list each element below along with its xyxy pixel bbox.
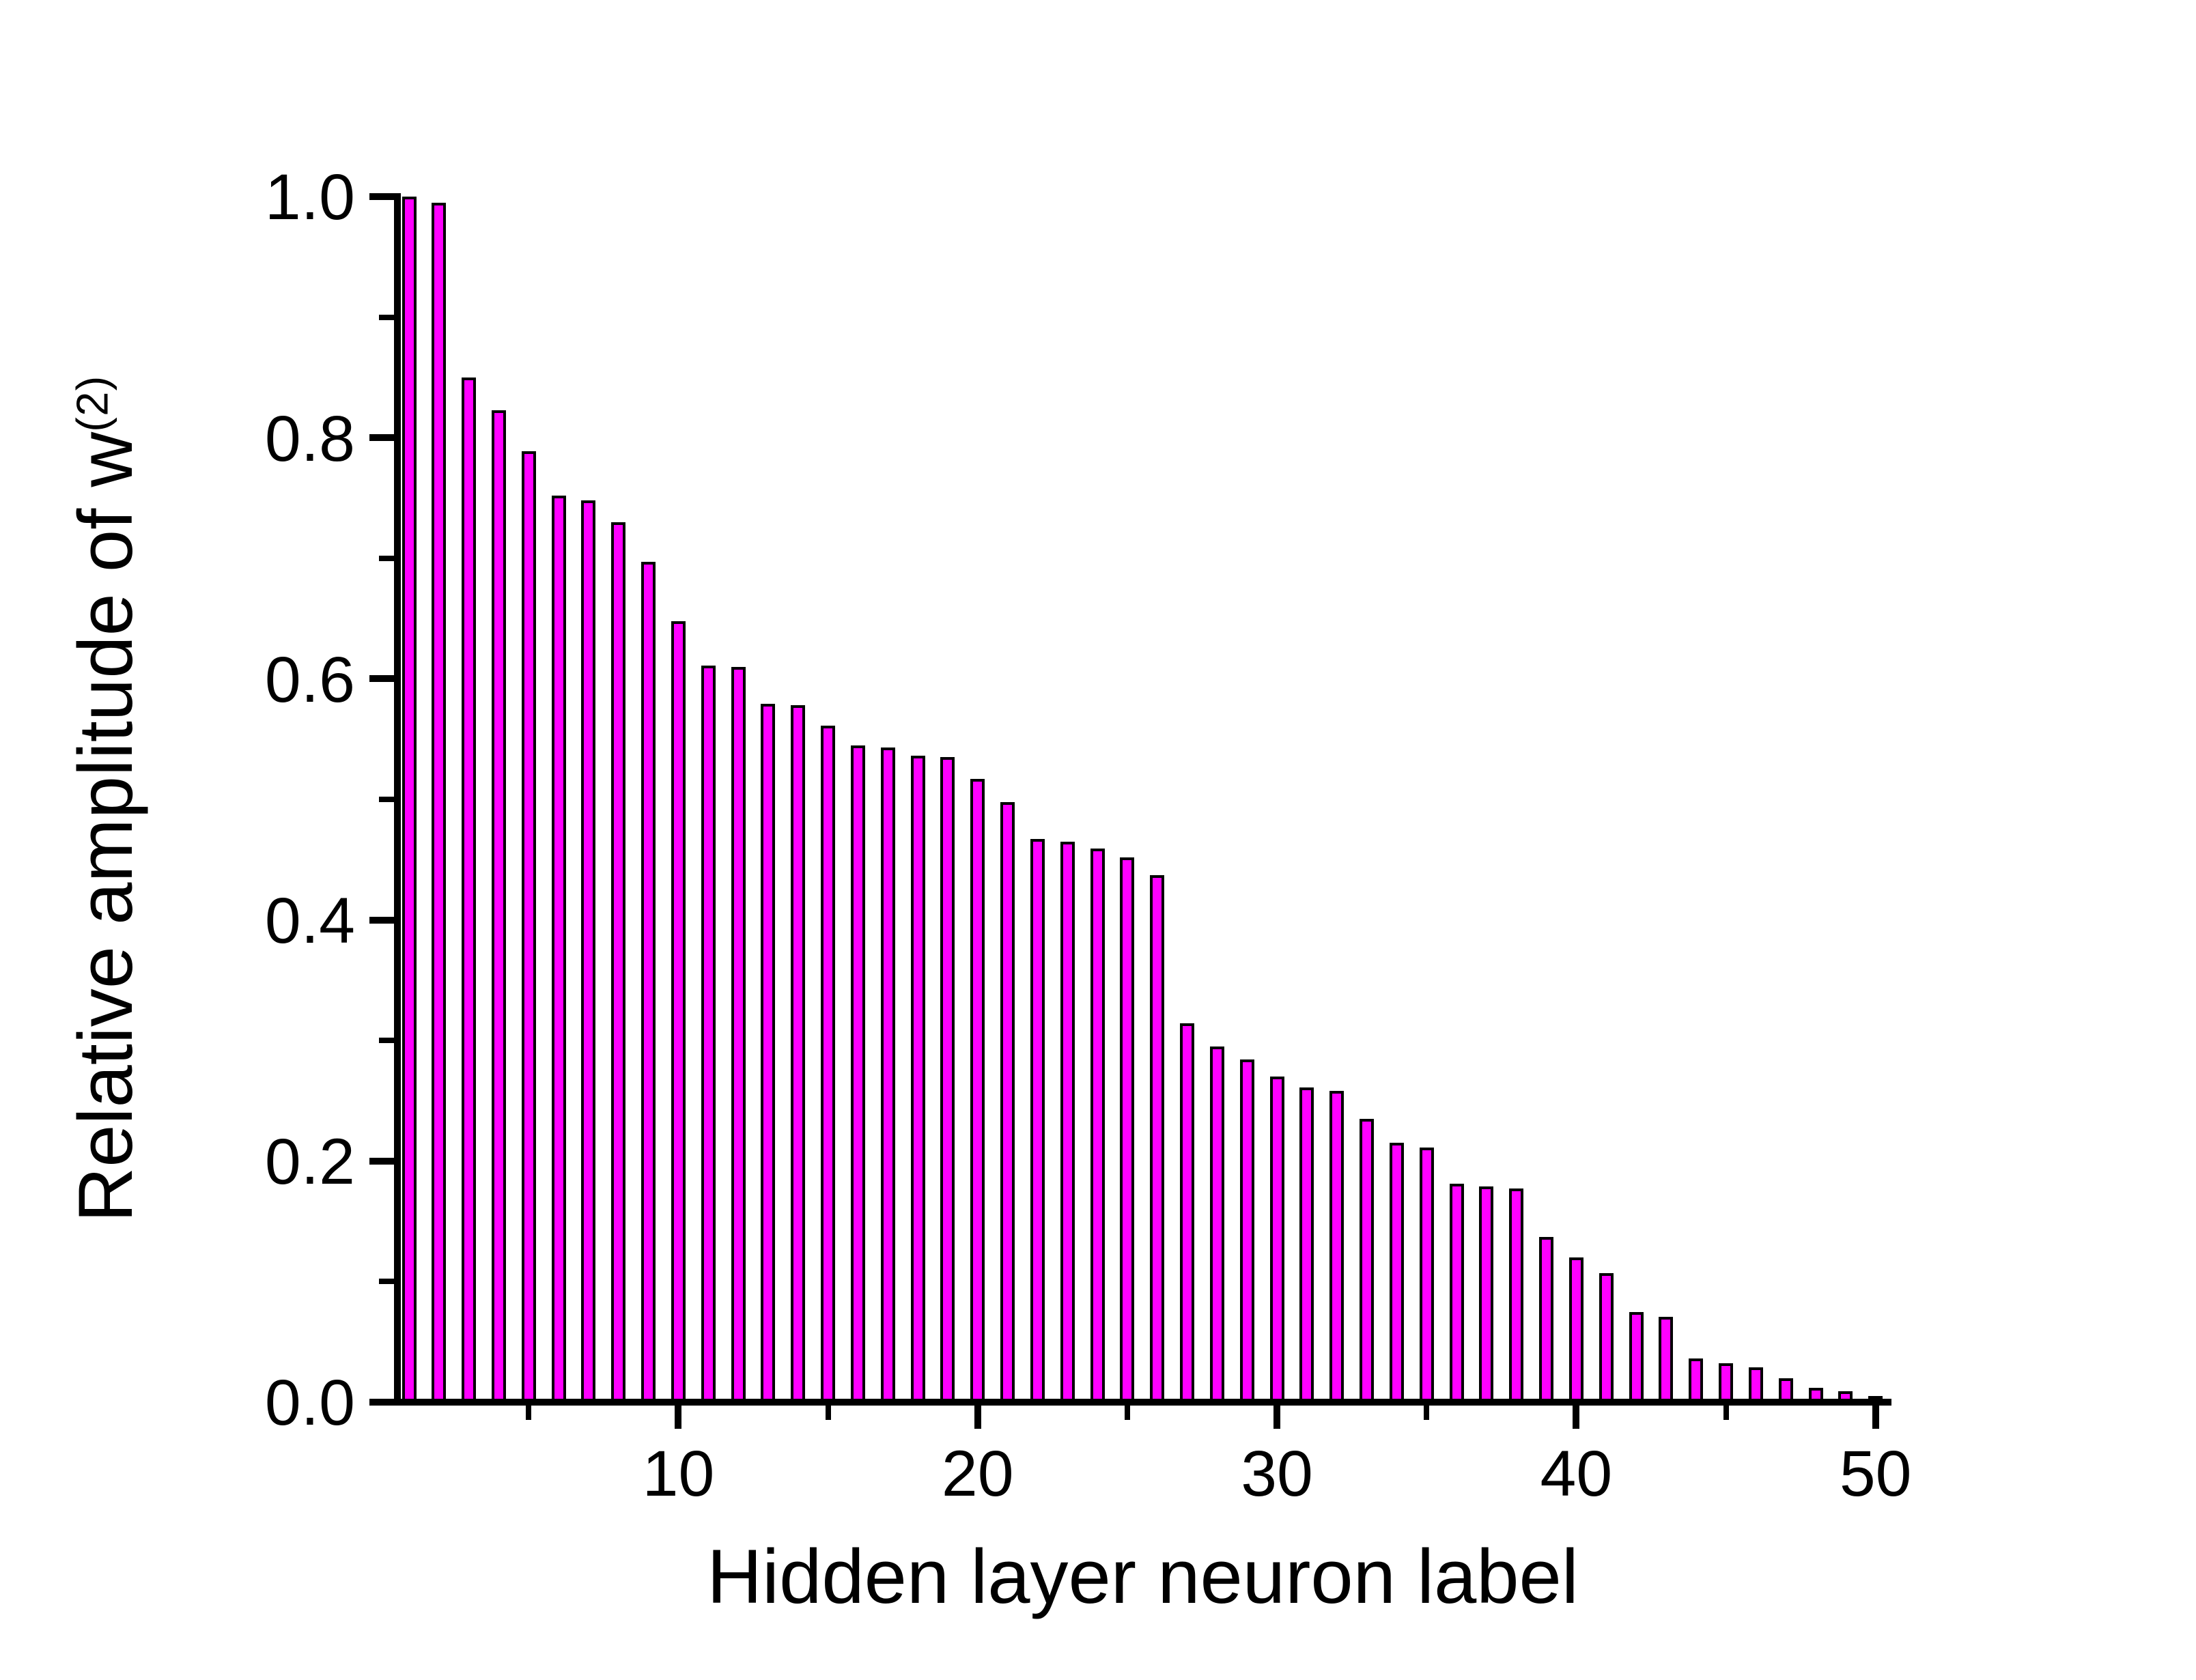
x-axis-line bbox=[394, 1399, 1891, 1406]
bar-neuron-25 bbox=[1120, 857, 1135, 1406]
bar-neuron-21 bbox=[1000, 801, 1015, 1406]
bar-neuron-9 bbox=[641, 562, 656, 1406]
x-minor-tick-15 bbox=[825, 1406, 831, 1420]
y-tick-label-0.2: 0.2 bbox=[264, 1126, 355, 1199]
bar-neuron-37 bbox=[1479, 1186, 1494, 1406]
y-tick-label-0.6: 0.6 bbox=[264, 643, 355, 716]
bar-neuron-3 bbox=[462, 377, 477, 1406]
bar-neuron-42 bbox=[1629, 1311, 1644, 1406]
bar-neuron-26 bbox=[1150, 875, 1165, 1406]
bar-neuron-10 bbox=[671, 621, 686, 1406]
bar-neuron-16 bbox=[850, 745, 865, 1406]
bar-neuron-35 bbox=[1419, 1148, 1434, 1406]
x-major-tick-30 bbox=[1273, 1406, 1281, 1429]
y-major-tick-1.0 bbox=[369, 193, 394, 200]
y-minor-tick-0.3 bbox=[379, 1038, 394, 1044]
bar-neuron-5 bbox=[521, 451, 536, 1406]
y-major-tick-0.0 bbox=[369, 1399, 394, 1406]
bar-neuron-41 bbox=[1599, 1273, 1614, 1406]
bar-neuron-12 bbox=[731, 666, 746, 1406]
bar-neuron-7 bbox=[581, 500, 596, 1406]
y-major-tick-0.8 bbox=[369, 434, 394, 442]
y-tick-label-0.0: 0.0 bbox=[264, 1367, 355, 1440]
bar-neuron-11 bbox=[701, 665, 716, 1406]
y-major-tick-0.2 bbox=[369, 1157, 394, 1165]
bar-neuron-31 bbox=[1299, 1087, 1314, 1406]
bar-neuron-39 bbox=[1539, 1237, 1554, 1406]
y-axis-title-superscript: (2) bbox=[67, 375, 117, 432]
x-major-tick-50 bbox=[1872, 1406, 1879, 1429]
x-tick-label-10: 10 bbox=[642, 1438, 715, 1510]
bar-neuron-4 bbox=[491, 410, 506, 1406]
bar-neuron-30 bbox=[1269, 1077, 1284, 1406]
bar-neuron-24 bbox=[1090, 849, 1105, 1406]
y-major-tick-0.4 bbox=[369, 916, 394, 924]
y-minor-tick-0.7 bbox=[379, 555, 394, 561]
y-minor-tick-0.9 bbox=[379, 314, 394, 320]
bar-neuron-19 bbox=[940, 757, 955, 1406]
bar-neuron-36 bbox=[1449, 1184, 1464, 1406]
bar-neuron-33 bbox=[1360, 1118, 1375, 1406]
x-minor-tick-25 bbox=[1124, 1406, 1130, 1420]
bar-neuron-22 bbox=[1030, 839, 1045, 1406]
y-minor-tick-0.5 bbox=[379, 797, 394, 802]
bar-neuron-29 bbox=[1239, 1059, 1254, 1406]
bar-neuron-27 bbox=[1180, 1023, 1195, 1406]
bar-neuron-23 bbox=[1060, 841, 1075, 1406]
x-tick-label-30: 30 bbox=[1241, 1438, 1313, 1510]
x-major-tick-40 bbox=[1573, 1406, 1580, 1429]
y-major-tick-0.6 bbox=[369, 675, 394, 683]
y-axis-line bbox=[394, 193, 401, 1406]
y-tick-label-0.4: 0.4 bbox=[264, 885, 355, 957]
bar-neuron-6 bbox=[551, 495, 566, 1406]
y-tick-label-1.0: 1.0 bbox=[264, 161, 355, 234]
bar-neuron-15 bbox=[821, 726, 836, 1406]
bar-neuron-14 bbox=[791, 705, 806, 1406]
y-axis-title: Relative amplitude of w(2) bbox=[63, 218, 159, 1379]
bar-neuron-32 bbox=[1329, 1091, 1345, 1406]
bar-neuron-20 bbox=[970, 778, 985, 1406]
y-tick-label-0.8: 0.8 bbox=[264, 402, 355, 475]
y-minor-tick-0.1 bbox=[379, 1279, 394, 1285]
x-minor-tick-35 bbox=[1424, 1406, 1430, 1420]
x-major-tick-10 bbox=[675, 1406, 682, 1429]
bar-neuron-38 bbox=[1509, 1188, 1524, 1406]
x-tick-label-20: 20 bbox=[941, 1438, 1014, 1510]
bar-neuron-2 bbox=[432, 202, 447, 1406]
x-major-tick-20 bbox=[974, 1406, 981, 1429]
x-minor-tick-5 bbox=[526, 1406, 532, 1420]
bar-neuron-17 bbox=[880, 748, 895, 1406]
bar-neuron-43 bbox=[1659, 1316, 1674, 1406]
bar-neuron-13 bbox=[761, 704, 776, 1406]
bar-neuron-40 bbox=[1568, 1257, 1583, 1406]
bar-neuron-8 bbox=[611, 522, 626, 1406]
y-axis-title-text: Relative amplitude of w bbox=[63, 431, 148, 1223]
x-tick-label-50: 50 bbox=[1839, 1438, 1912, 1510]
x-tick-label-40: 40 bbox=[1540, 1438, 1613, 1510]
bar-neuron-28 bbox=[1209, 1047, 1224, 1406]
bar-neuron-18 bbox=[910, 756, 925, 1406]
x-axis-title: Hidden layer neuron label bbox=[707, 1534, 1579, 1619]
bar-neuron-1 bbox=[402, 197, 417, 1406]
x-minor-tick-45 bbox=[1723, 1406, 1729, 1420]
bar-neuron-34 bbox=[1389, 1143, 1404, 1406]
